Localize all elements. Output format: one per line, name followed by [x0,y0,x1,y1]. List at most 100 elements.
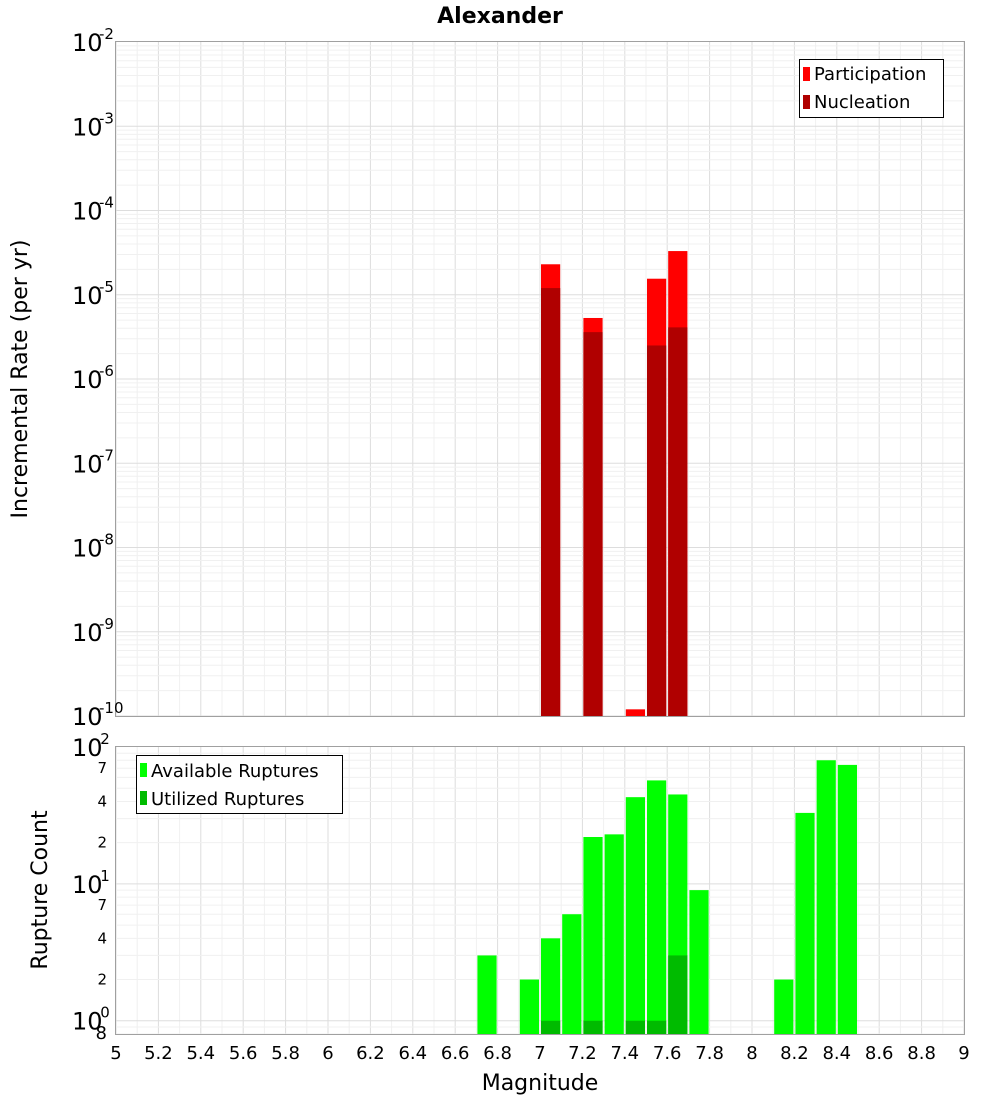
top-bars [541,251,688,717]
y-tick-exponent: 2 [100,730,110,748]
y-tick-base: 10 [72,703,103,731]
y-tick-base: 10 [72,198,103,226]
y-tick-base: 10 [72,1008,103,1036]
top-legend: Participation Nucleation [799,59,944,118]
y-tick-exponent: 0 [100,1004,110,1022]
bottom-legend-box [136,755,343,814]
x-tick-label: 6 [322,1043,333,1064]
bar-utilized-ruptures [647,1020,667,1034]
chart-title: Alexander [437,4,563,29]
y-tick-base: 10 [72,29,103,57]
bar-available-ruptures [604,834,624,1034]
x-tick-label: 7 [534,1043,545,1064]
bar-available-ruptures [562,914,582,1034]
x-tick-label: 6.4 [398,1043,427,1064]
bottom-y-axis-label: Rupture Count [28,810,53,970]
x-tick-label: 8 [746,1043,757,1064]
x-tick-label: 8.4 [822,1043,851,1064]
y-tick-label: 10-10 [72,699,124,731]
legend-swatch-participation [803,67,810,81]
bar-nucleation [647,345,667,716]
x-tick-label: 7.2 [568,1043,597,1064]
x-tick-label: 9 [958,1043,969,1064]
y-minor-tick-label: 8 [96,1023,107,1044]
bar-available-ruptures [774,979,794,1034]
y-tick-exponent: 1 [100,867,110,885]
top-plot-frame [115,41,965,717]
bar-utilized-ruptures [541,1020,561,1034]
y-tick-exponent: -5 [99,278,114,296]
y-minor-tick-label: 4 [97,792,107,810]
y-tick-exponent: -9 [99,615,114,633]
x-tick-label: 8.2 [780,1043,809,1064]
y-tick-base: 10 [72,282,103,310]
bar-available-ruptures [795,812,815,1034]
y-tick-base: 10 [72,535,103,563]
x-tick-label: 5.6 [229,1043,258,1064]
bar-available-ruptures [816,760,836,1034]
x-tick-label: 7.4 [610,1043,639,1064]
bar-available-ruptures [837,764,857,1034]
x-tick-label: 5 [110,1043,121,1064]
y-tick-exponent: -4 [99,194,114,212]
y-tick-exponent: -3 [99,109,114,127]
bar-nucleation [541,288,561,716]
x-tick-label: 7.6 [653,1043,682,1064]
top-grid [115,42,965,717]
x-tick-label: 6.2 [356,1043,385,1064]
y-tick-label: 10-6 [72,362,114,394]
bar-available-ruptures [689,890,709,1034]
y-tick-label: 10-9 [72,615,114,647]
y-tick-base: 10 [72,871,103,899]
y-tick-label: 10-2 [72,25,114,57]
y-tick-exponent: -10 [99,699,124,717]
y-minor-tick-label: 2 [97,834,107,852]
y-tick-exponent: -6 [99,362,114,380]
bar-utilized-ruptures [583,1020,603,1034]
y-tick-exponent: -7 [99,446,114,464]
y-tick-base: 10 [72,366,103,394]
top-y-axis-label: Incremental Rate (per yr) [8,240,33,519]
top-legend-box [799,59,944,118]
bar-available-ruptures [519,979,539,1034]
legend-label-nucleation: Nucleation [814,92,910,113]
y-minor-tick-label: 2 [97,971,107,989]
bar-available-ruptures [477,955,497,1034]
y-tick-base: 10 [72,734,103,762]
y-tick-exponent: -8 [99,531,114,549]
legend-label-utilized: Utilized Ruptures [151,789,304,810]
x-tick-label: 5.8 [271,1043,300,1064]
y-minor-tick-label: 7 [97,896,107,914]
bottom-bars [477,760,857,1034]
y-minor-tick-label: 4 [97,929,107,947]
x-tick-labels: 5 5.2 5.4 5.6 5.8 6 6.2 6.4 6.6 6.8 7 7.2 7.4 7.6 7.8 8… [110,1043,969,1064]
y-tick-label: 10-3 [72,109,114,141]
y-tick-label: 100 [72,1004,110,1036]
bar-available-ruptures [625,797,645,1034]
y-minor-tick-label: 7 [97,759,107,777]
y-tick-base: 10 [72,450,103,478]
y-tick-label: 10-5 [72,278,114,310]
x-axis-label: Magnitude [482,1071,599,1096]
y-tick-label: 101 [72,867,110,899]
x-tick-label: 7.8 [695,1043,724,1064]
bar-nucleation [668,327,688,716]
bar-available-ruptures [541,938,561,1034]
legend-swatch-nucleation [803,95,810,109]
y-tick-base: 10 [72,113,103,141]
y-tick-label: 102 [72,730,110,762]
bar-nucleation [583,332,603,716]
bar-available-ruptures [647,780,667,1034]
x-tick-label: 5.2 [144,1043,173,1064]
bar-utilized-ruptures [625,1020,645,1034]
legend-label-available: Available Ruptures [151,761,319,782]
y-tick-label: 10-4 [72,194,114,226]
legend-label-participation: Participation [814,64,926,85]
y-tick-label: 10-8 [72,531,114,563]
y-tick-base: 10 [72,619,103,647]
legend-swatch-available [140,763,147,777]
x-tick-label: 6.8 [483,1043,512,1064]
